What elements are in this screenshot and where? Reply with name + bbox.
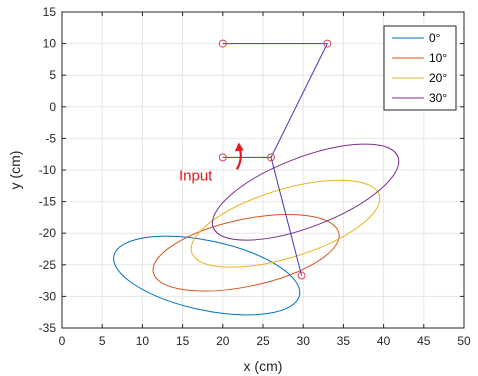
x-tick-label: 40 xyxy=(377,334,391,348)
series-curve-1 xyxy=(152,214,340,292)
y-tick-label: -15 xyxy=(39,195,57,209)
x-tick-label: 0 xyxy=(59,334,66,348)
y-tick-label: -30 xyxy=(39,289,57,303)
legend: 0° 10° 20° 30° xyxy=(383,25,457,111)
y-tick-label: 10 xyxy=(43,37,57,51)
linkage-bar-1 xyxy=(270,43,328,158)
y-tick-label: -25 xyxy=(39,258,57,272)
y-tick-label: 15 xyxy=(43,5,57,19)
legend-label-3: 30° xyxy=(429,91,447,105)
linkage-joint-2 xyxy=(218,153,227,162)
series-curve-0 xyxy=(113,235,301,316)
x-tick-label: 35 xyxy=(337,334,351,348)
legend-label-1: 10° xyxy=(429,51,447,65)
y-tick-label: -35 xyxy=(39,321,57,335)
x-tick-label: 45 xyxy=(417,334,431,348)
linkage-bar-3 xyxy=(270,157,303,276)
x-axis-label: x (cm) xyxy=(244,358,283,374)
y-axis-label: y (cm) xyxy=(7,151,23,190)
x-tick-label: 10 xyxy=(136,334,150,348)
legend-label-0: 0° xyxy=(429,31,441,45)
trajectory-curves xyxy=(113,143,400,316)
rotation-arrow-head xyxy=(234,142,244,152)
x-tick-label: 25 xyxy=(256,334,270,348)
x-tick-label: 15 xyxy=(176,334,190,348)
x-tick-label: 30 xyxy=(297,334,311,348)
legend-box xyxy=(383,25,457,111)
x-tick-label: 20 xyxy=(216,334,230,348)
y-tick-label: -20 xyxy=(39,226,57,240)
linkage-joint-0 xyxy=(218,39,227,48)
linkage xyxy=(218,39,332,280)
y-tick-label: -10 xyxy=(39,163,57,177)
y-tick-label: 5 xyxy=(49,68,56,82)
legend-label-2: 20° xyxy=(429,71,447,85)
x-tick-label: 5 xyxy=(99,334,106,348)
axis-ticks: 0 5 10 15 20 25 30 35 40 45 50-35-30-25-20-15-10-5… xyxy=(39,5,471,348)
input-label: Input xyxy=(179,168,213,185)
series-curve-2 xyxy=(190,179,381,268)
linkage-joint-3 xyxy=(267,153,276,162)
y-tick-label: -5 xyxy=(45,131,56,145)
x-tick-label: 50 xyxy=(457,334,471,348)
input-annotation: Input xyxy=(179,142,244,185)
linkage-joint-4 xyxy=(297,271,306,280)
y-tick-label: 0 xyxy=(49,100,56,114)
series-curve-3 xyxy=(211,143,400,241)
linkage-joint-1 xyxy=(323,39,332,48)
